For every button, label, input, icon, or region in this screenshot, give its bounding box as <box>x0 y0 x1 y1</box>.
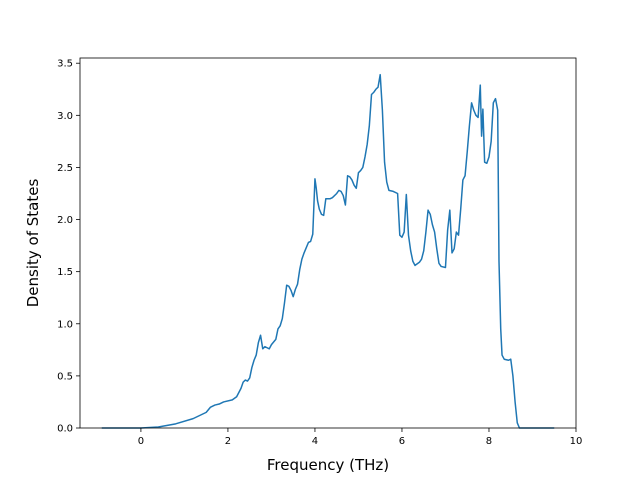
x-axis-title: Frequency (THz) <box>267 456 389 474</box>
y-tick-label: 0.5 <box>57 371 73 382</box>
y-tick-label: 1.5 <box>57 267 73 278</box>
y-tick-label: 3.5 <box>57 59 73 70</box>
x-tick-label: 0 <box>138 436 144 447</box>
y-axis-title: Density of States <box>24 179 42 308</box>
y-tick-label: 3.0 <box>57 111 73 122</box>
x-tick-label: 4 <box>312 436 318 447</box>
x-tick-label: 8 <box>486 436 492 447</box>
x-tick-label: 2 <box>225 436 231 447</box>
x-tick-label: 6 <box>399 436 405 447</box>
series-line-0 <box>101 73 555 429</box>
y-tick-label: 2.0 <box>57 215 73 226</box>
x-tick-label: 10 <box>570 436 583 447</box>
y-tick-label: 1.0 <box>57 319 73 330</box>
y-tick-label: 0.0 <box>57 424 73 435</box>
y-tick-label: 2.5 <box>57 163 73 174</box>
plot-frame <box>79 57 577 429</box>
